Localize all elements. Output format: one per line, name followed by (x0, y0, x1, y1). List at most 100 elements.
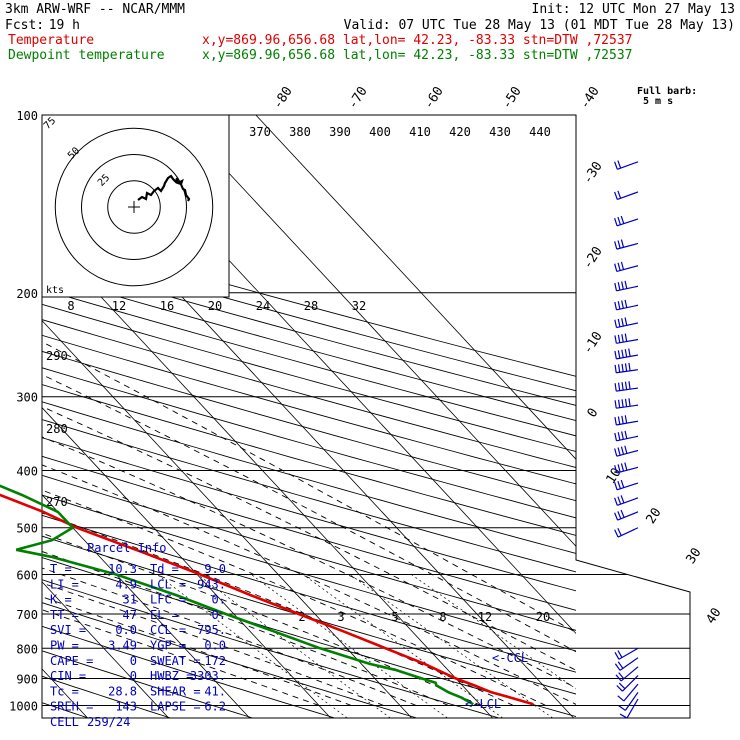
wind-barb-flag-350-0 (614, 432, 618, 441)
wind-barb-890 (616, 675, 639, 692)
wind-barb-210 (614, 299, 639, 311)
parcel-val1-t: 10.3 (108, 562, 137, 576)
pressure-label-900: 900 (16, 672, 38, 686)
wind-barb-flag-445-0 (614, 497, 618, 506)
dry-adiabat-450 (42, 274, 576, 422)
isotherm-10 (42, 232, 493, 718)
wind-barb-flag-950-0 (618, 705, 626, 711)
mixing-ratio-labels: 8 12 16 20 24 28 32 2 3 5 8 12 20 (67, 299, 550, 624)
mixing-ratio-label-upper-8: 8 (67, 299, 74, 313)
parcel-key2-hwbz: HWBZ = (150, 669, 193, 683)
wind-barb-flag-290-1 (617, 382, 621, 391)
theta-labels: 290 280 270 (46, 349, 68, 509)
parcel-title: Parcel Info (87, 541, 166, 555)
pressure-label-100: 100 (16, 109, 38, 123)
parcel-val1-cin: 0 (130, 669, 137, 683)
wind-barb-flag-445-1 (617, 496, 622, 505)
wind-barb-flag-370-3 (624, 445, 628, 454)
wind-barb-staff-120 (617, 161, 639, 170)
wind-barb-255 (614, 348, 639, 360)
wind-barb-flag-370-1 (617, 447, 621, 456)
moist-adiabat-30 (42, 406, 576, 671)
wind-barb-flag-800-1 (617, 650, 623, 658)
wind-barb-staff-975 (626, 698, 639, 719)
wind-barb-flag-255-0 (614, 350, 617, 359)
theta-e-label-410: 410 (409, 125, 431, 139)
hodograph-units: kts (46, 285, 64, 296)
moist-adiabat-22 (42, 464, 576, 705)
wind-barb-flag-920-0 (617, 695, 625, 702)
mixing-ratio-label-upper-32: 32 (352, 299, 366, 313)
wind-barb-staff-135 (617, 191, 639, 201)
wind-barb-flag-135-1 (617, 190, 622, 199)
wind-barb-180 (614, 261, 639, 273)
parcel-val2-shear: 41. (204, 684, 226, 698)
moist-adiabat-10 (42, 532, 482, 706)
wind-barb-flag-195-0 (614, 282, 618, 291)
wind-barb-flag-420-1 (617, 480, 621, 489)
mixing-ratio-label-lower-12: 12 (478, 610, 492, 624)
wind-barb-flag-470-2 (620, 509, 625, 518)
theta-e-label-370: 370 (249, 125, 271, 139)
wind-barb-flag-830-1 (617, 661, 624, 669)
wind-barb-flag-395-0 (614, 465, 618, 474)
parcel-val1-cape: 0 (130, 654, 137, 668)
dry-adiabat-310 (42, 514, 576, 673)
wind-barb-flag-195-3 (624, 280, 628, 289)
legend-temperature-info: x,y=869.96,656.68 lat,lon= 42.23, -83.33… (202, 33, 632, 48)
wind-barb-flag-290-3 (624, 381, 628, 390)
parcel-key2-lapse: LAPSE = (150, 700, 201, 714)
wind-barb-flag-210-2 (621, 300, 624, 309)
wind-barb-flag-165-0 (614, 241, 618, 250)
wind-barb-flag-470-0 (614, 512, 619, 521)
wind-barb-title: Full barb: (637, 86, 697, 97)
legend-dewpoint-info: x,y=869.96,656.68 lat,lon= 42.23, -83.33… (202, 48, 632, 63)
lcl-annotation: <-LCL (465, 697, 501, 711)
pressure-label-800: 800 (16, 642, 38, 656)
dry-adiabat-410 (42, 334, 576, 485)
parcel-val2-lfc: 0. (212, 593, 226, 607)
wind-barb-195 (614, 280, 639, 292)
dry-adiabat-400 (42, 350, 576, 502)
parcel-val2-ygp: 0.0 (204, 639, 226, 653)
parcel-val1-sreh: 143 (115, 700, 137, 714)
wind-barb-flag-470-1 (617, 511, 622, 520)
wind-barb-flag-310-0 (614, 400, 617, 409)
hodograph-ring-75 (54, 127, 214, 287)
parcel-key2-el: EL = (150, 608, 179, 622)
wind-barb-subtitle: 5 m s (643, 96, 673, 107)
wind-barb-flag-500-1 (617, 528, 622, 536)
mixing-ratio-label-upper-24: 24 (256, 299, 270, 313)
wind-barb-flag-860-1 (618, 672, 625, 680)
fcst-label: Fcst: (5, 18, 44, 33)
wind-barb-120 (614, 160, 639, 170)
mixing-ratio-8 (302, 574, 503, 718)
corner-mask (576, 560, 690, 718)
wind-barb-staff-800 (618, 647, 639, 660)
mixing-ratio-label-lower-5: 5 (391, 610, 398, 624)
isotherm-label-8: 0 (585, 406, 602, 421)
wind-barb-150 (614, 215, 639, 227)
dry-adiabat-280 (42, 579, 500, 718)
wind-barb-flag-310-2 (621, 399, 624, 408)
wind-barb-flag-290-2 (621, 382, 624, 391)
wind-barb-860 (615, 666, 639, 682)
pressure-label-1000: 1000 (9, 699, 38, 713)
wind-barb-flag-370-2 (620, 446, 625, 455)
theta-e-label-420: 420 (449, 125, 471, 139)
wind-barb-staff-195 (616, 285, 639, 292)
theta-e-label-430: 430 (489, 125, 511, 139)
theta-label-280: 280 (46, 422, 68, 436)
mixing-ratio-3 (197, 574, 391, 718)
moist-adiabat-14 (42, 512, 514, 706)
parcel-key1-k: K = (50, 593, 72, 607)
parcel-key1-pw: PW = (50, 639, 79, 653)
wind-barb-flag-420-2 (620, 479, 625, 488)
wind-barb-flag-210-1 (617, 301, 621, 310)
wind-barb-flag-255-1 (617, 350, 621, 359)
wind-barb-135 (614, 190, 639, 201)
parcel-val2-ccl: 795. (197, 623, 226, 637)
wind-barb-830 (614, 657, 639, 671)
wind-barb-flag-370-0 (614, 448, 618, 457)
